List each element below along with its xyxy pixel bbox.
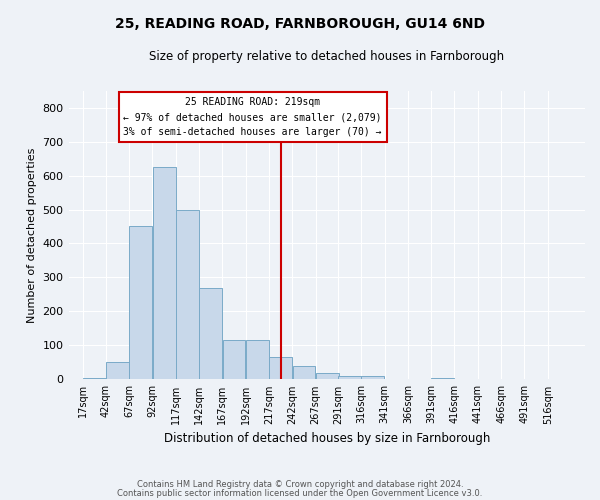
Bar <box>223 340 245 380</box>
Text: Contains public sector information licensed under the Open Government Licence v3: Contains public sector information licen… <box>118 488 482 498</box>
Y-axis label: Number of detached properties: Number of detached properties <box>27 148 37 322</box>
X-axis label: Distribution of detached houses by size in Farnborough: Distribution of detached houses by size … <box>164 432 490 445</box>
Bar <box>199 288 222 380</box>
Bar <box>316 372 338 380</box>
Bar <box>152 167 176 380</box>
Bar <box>106 362 129 380</box>
Bar <box>269 358 292 380</box>
Text: Contains HM Land Registry data © Crown copyright and database right 2024.: Contains HM Land Registry data © Crown c… <box>137 480 463 489</box>
Bar <box>338 376 361 380</box>
Bar <box>361 376 385 380</box>
Text: 25 READING ROAD: 219sqm
← 97% of detached houses are smaller (2,079)
3% of semi-: 25 READING ROAD: 219sqm ← 97% of detache… <box>124 98 382 137</box>
Bar <box>83 378 106 380</box>
Bar <box>293 366 316 380</box>
Bar <box>246 340 269 380</box>
Bar <box>431 378 454 380</box>
Title: Size of property relative to detached houses in Farnborough: Size of property relative to detached ho… <box>149 50 505 63</box>
Text: 25, READING ROAD, FARNBOROUGH, GU14 6ND: 25, READING ROAD, FARNBOROUGH, GU14 6ND <box>115 18 485 32</box>
Bar <box>176 210 199 380</box>
Bar <box>130 226 152 380</box>
